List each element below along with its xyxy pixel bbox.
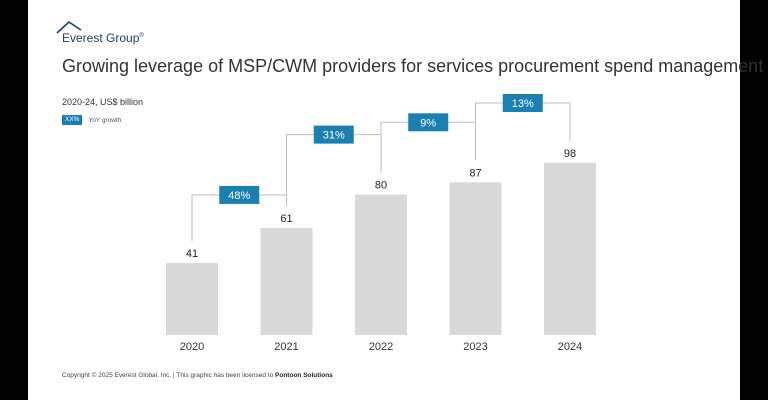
everest-logo-icon [56, 20, 82, 34]
value-label-2024: 98 [564, 148, 576, 160]
value-label-2020: 41 [186, 248, 198, 260]
category-label-2021: 2021 [274, 341, 298, 353]
bar-2021 [260, 227, 313, 335]
category-label-2023: 2023 [463, 341, 487, 353]
category-label-2024: 2024 [558, 341, 582, 353]
chart-title: Growing leverage of MSP/CWM providers fo… [62, 56, 764, 76]
slide-panel: Everest Group® Growing leverage of MSP/C… [28, 0, 763, 400]
legend-swatch: XX% [62, 115, 83, 125]
brand-name: Everest Group® [62, 31, 144, 45]
bar-2022 [355, 194, 407, 335]
value-label-2022: 80 [375, 180, 387, 192]
bar-2023 [449, 182, 502, 335]
category-label-2020: 2020 [180, 341, 204, 353]
chart-subtitle: 2020-24, US$ billion [62, 97, 144, 107]
bar-2020 [166, 263, 218, 335]
growth-box-3 [408, 113, 449, 132]
growth-box-4 [502, 94, 543, 112]
legend-label: YoY growth [88, 116, 122, 124]
growth-box-2 [313, 125, 354, 144]
footer-copyright: Copyright © 2025 Everest Global, Inc. | … [62, 372, 333, 379]
growth-label-1: 48% [228, 190, 250, 202]
growth-label-4: 13% [512, 98, 534, 110]
growth-label-3: 9% [420, 117, 436, 129]
bar-chart: 41 2020 61 2021 80 2022 87 2023 98 2024 48% 31% 9% 13… [166, 94, 596, 353]
value-label-2023: 87 [469, 167, 481, 179]
bar-2024 [544, 163, 596, 335]
growth-box-1 [219, 185, 260, 204]
growth-label-2: 31% [323, 130, 345, 142]
legend: XX% YoY growth [62, 115, 121, 125]
value-label-2021: 61 [280, 213, 292, 225]
category-label-2022: 2022 [369, 341, 393, 353]
